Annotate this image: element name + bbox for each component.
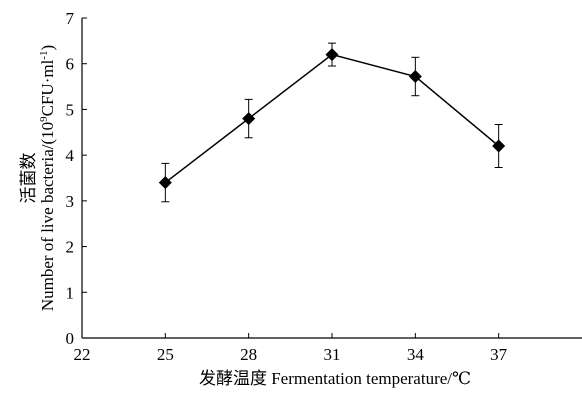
data-point-diamond <box>492 139 506 153</box>
y-tick-label: 0 <box>66 329 75 348</box>
x-tick-label: 37 <box>490 345 508 364</box>
x-tick-label: 34 <box>407 345 425 364</box>
data-point-diamond <box>408 70 422 84</box>
data-point-diamond <box>158 176 172 190</box>
y-axis-title-exp: 9 <box>38 116 50 122</box>
data-point-diamond <box>325 48 339 62</box>
x-ticks: 22 25 28 31 34 37 <box>74 333 508 364</box>
x-tick-label: 22 <box>74 345 91 364</box>
data-point-diamond <box>242 112 256 126</box>
series-line <box>164 53 500 184</box>
y-tick-label: 5 <box>66 100 75 119</box>
x-tick-label: 28 <box>240 345 257 364</box>
x-axis-title: 发酵温度 Fermentation temperature/℃ <box>199 369 471 388</box>
x-tick-label: 25 <box>157 345 174 364</box>
series-layer <box>158 42 506 203</box>
y-axis-title-exp2: -1 <box>38 51 50 60</box>
y-axis-title-suffix: ) <box>38 45 57 51</box>
y-tick-label: 1 <box>66 283 75 302</box>
y-tick-label: 7 <box>66 9 75 28</box>
y-ticks: 0 1 2 3 4 5 6 7 <box>66 9 87 348</box>
y-axis-title-cn: 活菌数 <box>19 153 38 204</box>
y-tick-label: 6 <box>66 55 75 74</box>
x-tick-label: 31 <box>324 345 341 364</box>
y-tick-label: 3 <box>66 192 75 211</box>
y-axis-title-en: Number of live bacteria/(109CFU·ml-1) <box>38 45 57 311</box>
y-tick-label: 2 <box>66 238 75 257</box>
y-axis-title: 活菌数 Number of live bacteria/(109CFU·ml-1… <box>19 45 57 311</box>
y-axis-title-mid: CFU·ml <box>38 59 57 116</box>
y-tick-label: 4 <box>66 146 75 165</box>
y-axis-title-prefix: Number of live bacteria/(10 <box>38 122 57 311</box>
